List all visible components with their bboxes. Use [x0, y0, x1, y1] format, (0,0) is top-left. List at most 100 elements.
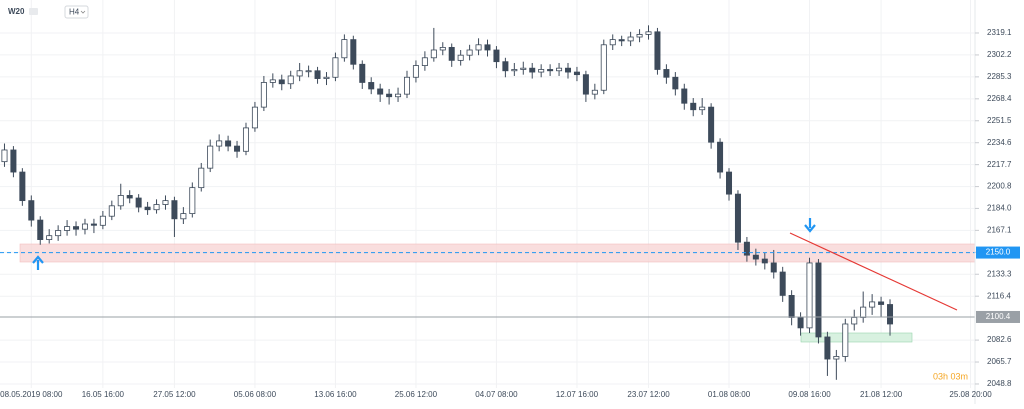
candle-body [833, 356, 840, 360]
candle-body [117, 195, 124, 207]
candle-body [779, 271, 786, 296]
plot-area [0, 25, 975, 380]
candle-body [475, 44, 482, 51]
candle-body [64, 226, 71, 231]
candle-body [296, 70, 303, 77]
candle-body [430, 49, 437, 59]
candle-body [99, 215, 106, 226]
candle-body [743, 241, 750, 256]
up-arrow [32, 255, 44, 270]
y-tick-label: 2234.6 [987, 138, 1012, 147]
trend-line [789, 232, 958, 311]
x-tick-label: 12.07 16:00 [556, 390, 599, 399]
x-tick-label: 21.08 12:00 [860, 390, 903, 399]
candle-body [198, 167, 205, 189]
candle-body [305, 70, 312, 73]
y-tick-label: 2184.0 [987, 204, 1012, 213]
candle-body [28, 200, 35, 221]
x-tick-label: 05.06 08:00 [234, 390, 277, 399]
candle-body [171, 200, 178, 220]
candle-body [439, 46, 446, 51]
candle-body [860, 306, 867, 318]
x-tick-label: 13.06 16:00 [314, 390, 357, 399]
x-tick-label: 09.08 16:00 [788, 390, 831, 399]
candle-body [493, 49, 500, 63]
x-tick-label: 25.06 12:00 [395, 390, 438, 399]
y-tick-label: 2082.6 [987, 335, 1012, 344]
candle-body [135, 197, 142, 208]
candle-body [234, 145, 241, 152]
candle-body [278, 79, 285, 85]
candle-body [448, 46, 455, 61]
y-tick-label: 2302.2 [987, 50, 1012, 59]
candle-body [90, 223, 97, 226]
candle-body [582, 74, 589, 95]
candle-body [851, 317, 858, 325]
timeframe-select[interactable] [64, 5, 89, 19]
candle-body [869, 301, 876, 308]
x-tick-label: 08.05.2019 08:00 [0, 390, 63, 399]
candle-body [269, 79, 276, 83]
candle-body [672, 76, 679, 90]
candle-body [878, 301, 885, 305]
candle-body [260, 82, 267, 108]
y-tick-label: 2217.7 [987, 160, 1012, 169]
candle-body [359, 63, 366, 83]
candle-body [287, 75, 294, 85]
candle-body [251, 106, 258, 129]
candle-body [565, 67, 572, 73]
candle-body [520, 67, 527, 70]
candle-body [386, 93, 393, 98]
candle-body [484, 44, 491, 51]
candle-body [377, 88, 384, 95]
candle-body [502, 61, 509, 72]
y-tick-label: 2268.4 [987, 94, 1012, 103]
y-tick-label: 2116.4 [987, 291, 1011, 300]
y-axis: 2319.1 2302.2 2285.3 2268.4 2251.5 2234.6 2217… [0, 28, 1020, 399]
candle-body [734, 193, 741, 243]
price-label: 2100.4 [986, 312, 1011, 321]
down-arrow [804, 218, 816, 233]
candle-body [636, 34, 643, 38]
x-tick-label: 01.08 08:00 [708, 390, 751, 399]
candle-body [216, 140, 223, 147]
y-tick-label: 2065.7 [987, 357, 1012, 366]
candle-body [717, 141, 724, 173]
y-tick-label: 2048.8 [987, 379, 1012, 388]
candle-body [332, 57, 339, 78]
candle-body [242, 127, 249, 152]
y-tick-label: 2133.3 [987, 269, 1012, 278]
candle-body [752, 254, 759, 260]
price-label-box [976, 310, 1020, 323]
candle-body [314, 70, 321, 79]
candle-body [573, 71, 580, 76]
candle-body [395, 93, 402, 98]
candle-body [412, 65, 419, 78]
candle-body [529, 67, 536, 73]
candle-body [126, 195, 133, 199]
candle-body [556, 67, 563, 72]
x-tick-label: 27.05 12:00 [153, 390, 196, 399]
candle-body [421, 57, 428, 66]
candle-body [37, 219, 44, 240]
x-tick-label: 23.07 12:00 [627, 390, 670, 399]
candle-body [10, 149, 17, 173]
candle-body [162, 200, 169, 205]
candle-body [73, 226, 80, 230]
x-tick-label: 16.05 16:00 [82, 390, 125, 399]
support-zone [800, 332, 913, 343]
candle-body [770, 262, 777, 273]
candle-body [681, 88, 688, 104]
candle-body [207, 145, 214, 169]
y-tick-label: 2167.1 [987, 225, 1012, 234]
x-tick-label: 25.08 20:00 [949, 390, 992, 399]
timeframe: H4 [69, 8, 80, 17]
candle-body [108, 205, 115, 217]
candle-body [618, 39, 625, 42]
x-tick-label: 04.07 08:00 [475, 390, 518, 399]
candle-body [19, 171, 26, 202]
candle-body [403, 76, 410, 95]
candle-body [761, 258, 768, 264]
y-tick-label: 2200.8 [987, 182, 1012, 191]
